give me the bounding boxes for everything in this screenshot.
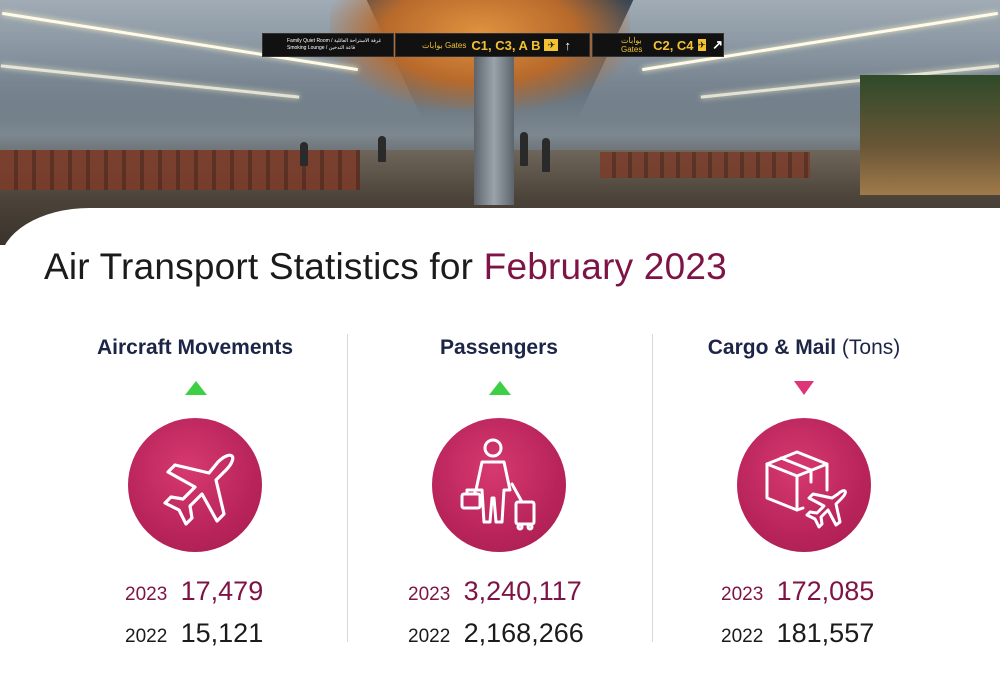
previous-year: 2022 [721, 626, 764, 647]
stat-title: Cargo & Mail (Tons) [654, 336, 954, 360]
trend-up-icon [489, 381, 511, 395]
gates-value: C2, C4 [653, 37, 694, 53]
stat-title: Aircraft Movements [45, 336, 345, 360]
previous-year-row: 2022 2,168,266 [408, 618, 584, 649]
current-value: 172,085 [776, 576, 875, 606]
gates-label: بوابات Gates [422, 40, 467, 50]
title-period: February 2023 [483, 246, 727, 287]
stat-icon-circle [432, 418, 566, 552]
gates-sign-b: بوابات Gates C2, C4 ✈ ↗ [592, 33, 724, 57]
trend-up-icon [185, 381, 207, 395]
arrow-up-right-icon: ↗ [712, 37, 723, 52]
stat-title-text: Aircraft Movements [96, 336, 294, 359]
amenities-sign: Family Quiet Room / غرفة الاستراحة العائ… [262, 33, 394, 57]
terminal-column [474, 55, 514, 205]
previous-year-row: 2022 181,557 [721, 618, 874, 649]
previous-value: 15,121 [180, 618, 264, 648]
traveler-figure [378, 136, 386, 162]
stat-icon-circle [128, 418, 262, 552]
traveler-figure [520, 132, 528, 166]
airplane-sign-icon: ✈ [544, 39, 559, 51]
stat-cargo-mail: Cargo & Mail (Tons) 2023 172,085 2022 18… [654, 336, 954, 656]
cargo-box-airplane-icon [765, 450, 847, 529]
page-title: Air Transport Statistics for February 20… [44, 246, 727, 288]
previous-year-row: 2022 15,121 [125, 618, 263, 649]
current-year: 2023 [408, 584, 451, 605]
trend-down-icon [794, 381, 814, 395]
airplane-icon [163, 453, 235, 526]
column-divider [652, 334, 653, 642]
sign-line: Smoking Lounge / قاعة التدخين [287, 45, 356, 51]
stat-aircraft-movements: Aircraft Movements 2023 17,479 2022 15,1… [45, 336, 345, 656]
gates-value: C1, C3, A B [471, 37, 541, 53]
current-year-row: 2023 3,240,117 [408, 576, 582, 607]
previous-value: 2,168,266 [463, 618, 584, 648]
stat-title-text: Cargo & Mail [707, 336, 837, 359]
stat-passengers: Passengers 2023 3,240,117 2022 2,168,266 [349, 336, 649, 656]
arrow-up-icon: ↑ [564, 37, 571, 53]
gates-label: بوابات Gates [621, 36, 643, 54]
airport-hero-image: Family Quiet Room / غرفة الاستراحة العائ… [0, 0, 1000, 245]
current-year-row: 2023 172,085 [721, 576, 874, 607]
previous-value: 181,557 [776, 618, 875, 648]
stat-title: Passengers [349, 336, 649, 360]
title-prefix: Air Transport Statistics for [44, 246, 484, 287]
airplane-sign-icon: ✈ [697, 39, 707, 51]
gates-sign-a: بوابات Gates C1, C3, A B ✈ ↑ [395, 33, 590, 57]
traveler-figure [300, 142, 308, 166]
current-year: 2023 [721, 584, 764, 605]
stat-title-unit: (Tons) [841, 336, 901, 359]
passenger-luggage-icon [460, 438, 536, 531]
stat-title-text: Passengers [440, 336, 558, 359]
shop-front [860, 75, 1000, 195]
seating-rows-right [600, 152, 810, 178]
current-year: 2023 [125, 584, 168, 605]
previous-year: 2022 [408, 626, 451, 647]
column-divider [347, 334, 348, 642]
stat-icon-circle [737, 418, 871, 552]
traveler-figure [542, 138, 550, 172]
current-year-row: 2023 17,479 [125, 576, 263, 607]
current-value: 3,240,117 [463, 576, 582, 606]
previous-year: 2022 [125, 626, 168, 647]
sign-line: Family Quiet Room / غرفة الاستراحة العائ… [287, 38, 382, 44]
current-value: 17,479 [180, 576, 264, 606]
